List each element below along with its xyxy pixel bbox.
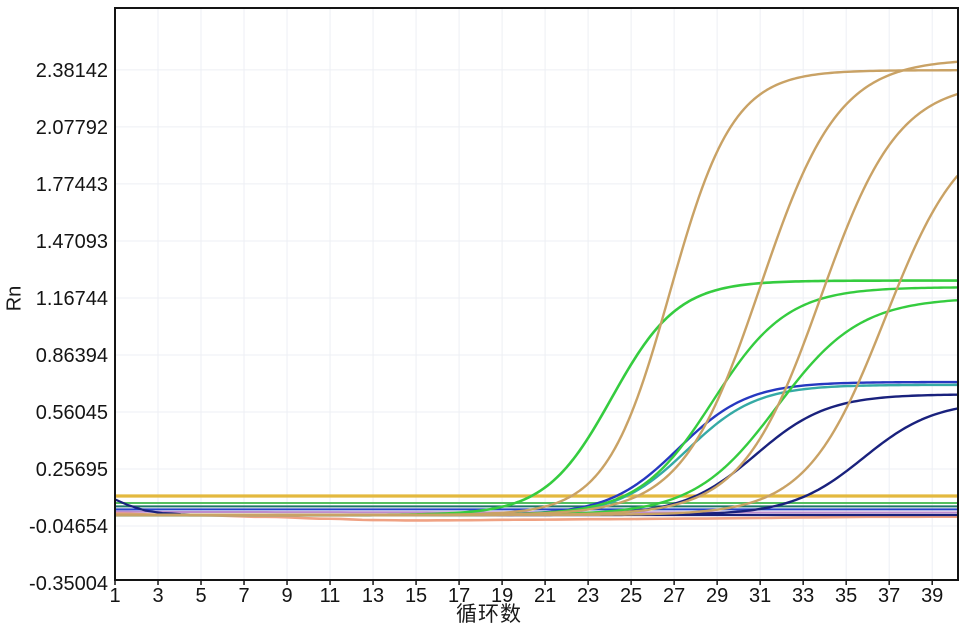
y-tick-label: 1.47093 [36,231,108,253]
y-tick-label: -0.35004 [29,573,108,595]
x-tick-label: 19 [491,585,513,607]
x-tick-label: 1 [109,585,120,607]
y-tick-label: -0.04654 [29,516,108,538]
baseline-salmon-dip [115,512,958,522]
x-tick-label: 25 [620,585,642,607]
x-tick-label: 15 [405,585,427,607]
amplification-curves [115,60,958,522]
x-tick-label: 35 [835,585,857,607]
x-tick-label: 31 [749,585,771,607]
x-tick-label: 17 [448,585,470,607]
y-tick-label: 0.56045 [36,402,108,424]
y-axis-title: Rn [3,285,26,312]
y-tick-label: 2.07792 [36,117,108,139]
x-tick-label: 39 [921,585,943,607]
x-tick-label: 5 [195,585,206,607]
y-tick-label: 2.38142 [36,60,108,82]
x-tick-label: 13 [362,585,384,607]
x-tick-label: 3 [152,585,163,607]
y-tick-label: 1.16744 [36,288,108,310]
amplification-curve-orange-3 [115,93,958,517]
amplification-curve-orange-1 [115,69,958,517]
x-tick-label: 21 [534,585,556,607]
x-tick-label: 7 [238,585,249,607]
x-tick-label: 33 [792,585,814,607]
y-tick-label: 0.25695 [36,459,108,481]
x-tick-labels: 1 3 5 7 9 11 13 15 17 19 21 23 25 27 29 31 33 35 37 39 [109,585,943,607]
y-tick-labels: 2.38142 2.07792 1.77443 1.47093 1.16744 0.863… [29,60,108,595]
amplification-curve-navy-3 [115,407,958,517]
amplification-curve-orange-4 [115,175,958,517]
x-tick-label: 9 [281,585,292,607]
x-axis-title: 循环数 [456,603,522,626]
x-tick-label: 27 [663,585,685,607]
x-tick-label: 29 [706,585,728,607]
amplification-curve-green-1 [115,279,958,517]
x-tick-label: 23 [577,585,599,607]
plot-border [114,7,959,581]
amplification-curve-orange-2 [115,60,958,517]
x-tick-label: 11 [320,585,341,607]
x-tick-label: 37 [878,585,900,607]
y-tick-label: 1.77443 [36,174,108,196]
amplification-curve-green-2 [115,286,958,517]
y-tick-label: 0.86394 [36,345,108,367]
